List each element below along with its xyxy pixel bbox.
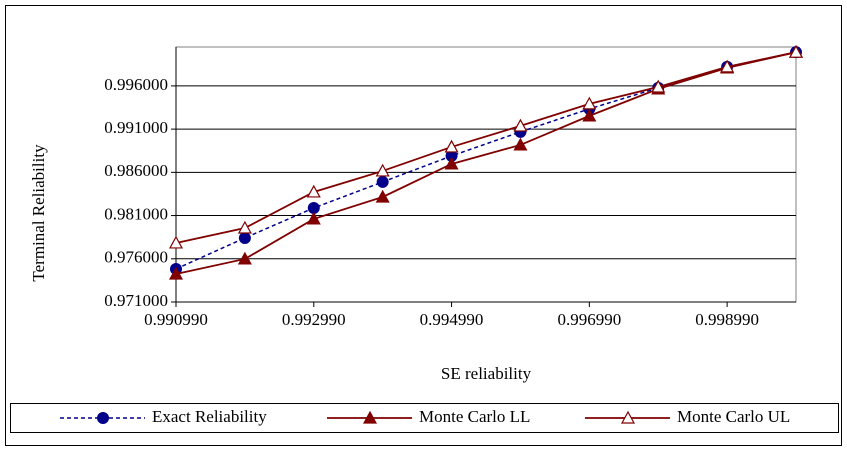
y-tick-label: 0.986000: [104, 161, 168, 180]
data-point: [788, 44, 804, 58]
data-point: [238, 231, 251, 244]
y-tick-label: 0.991000: [104, 118, 168, 137]
x-tick-label: 0.998990: [695, 310, 759, 329]
data-point: [237, 220, 252, 234]
legend-label: Monte Carlo LL: [419, 407, 530, 426]
data-point: [306, 211, 321, 225]
data-point: [582, 108, 597, 122]
legend-label: Monte Carlo UL: [677, 407, 790, 426]
data-point: [651, 79, 666, 93]
data-point: [375, 163, 390, 177]
data-point: [513, 137, 528, 151]
x-tick-label: 0.990990: [144, 310, 208, 329]
data-point: [237, 251, 252, 265]
x-axis-title: SE reliability: [441, 364, 532, 383]
series-line: [175, 51, 797, 244]
x-tick-label: 0.994990: [420, 310, 484, 329]
data-point: [582, 96, 597, 110]
y-tick-label: 0.981000: [104, 204, 168, 223]
data-point: [444, 139, 459, 153]
legend-marker: [620, 410, 636, 424]
data-point: [513, 118, 528, 132]
series-line: [175, 51, 797, 270]
data-point: [720, 59, 735, 73]
legend-label: Exact Reliability: [152, 407, 267, 426]
y-tick-label: 0.996000: [104, 75, 168, 94]
data-point: [168, 235, 184, 249]
y-tick-label: 0.976000: [104, 248, 168, 267]
y-axis-title: Terminal Reliability: [29, 144, 48, 282]
y-tick-label: 0.971000: [104, 291, 168, 310]
data-point: [375, 189, 390, 203]
legend-marker: [362, 410, 378, 424]
x-tick-label: 0.992990: [282, 310, 346, 329]
data-point: [307, 201, 320, 214]
legend-box: [10, 403, 839, 433]
legend-marker: [97, 412, 109, 424]
data-point: [376, 175, 389, 188]
data-point: [444, 156, 459, 170]
data-point: [168, 266, 184, 280]
plot-area: [175, 46, 797, 303]
x-tick-label: 0.996990: [557, 310, 621, 329]
data-point: [306, 184, 321, 198]
data-point: [445, 149, 458, 162]
series-line: [175, 51, 797, 275]
